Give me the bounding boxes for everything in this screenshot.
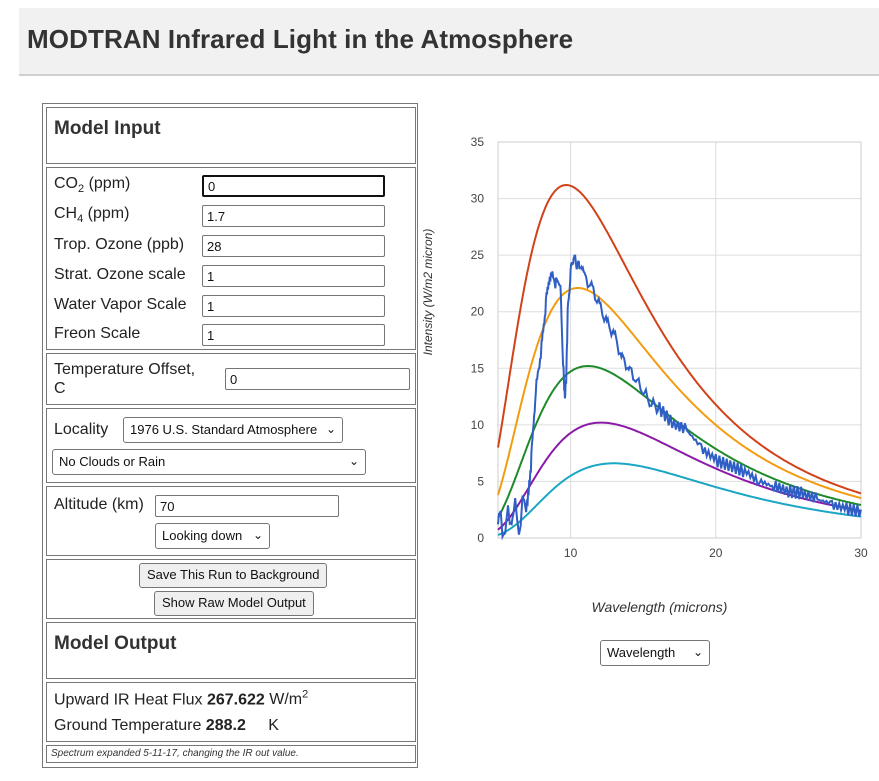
page-header: MODTRAN Infrared Light in the Atmosphere: [19, 8, 879, 76]
y-tick-label: 20: [471, 305, 485, 319]
model-input-header: Model Input: [46, 107, 416, 164]
gas-inputs-section: CO2 (ppm) CH4 (ppm) Trop. Ozone (ppb) St…: [46, 167, 416, 350]
spectrum-line: [497, 254, 862, 541]
freon-label: Freon Scale: [54, 325, 141, 342]
reference-curve-5: [497, 462, 862, 536]
locality-select-value: 1976 U.S. Standard Atmosphere: [130, 422, 318, 437]
locality-section: Locality 1976 U.S. Standard Atmosphere ⌄…: [46, 408, 416, 483]
footnote: Spectrum expanded 5-11-17, changing the …: [51, 748, 299, 759]
temperature-label: Temperature Offset, C: [54, 361, 196, 397]
save-run-button[interactable]: Save This Run to Background: [139, 563, 328, 588]
y-tick-label: 10: [471, 418, 485, 432]
trop-ozone-label: Trop. Ozone (ppb): [54, 236, 185, 253]
input-panel: Model Input CO2 (ppm) CH4 (ppm) Trop. Oz…: [42, 103, 418, 768]
chevron-down-icon: ⌄: [348, 454, 359, 468]
water-vapor-label: Water Vapor Scale: [54, 296, 187, 313]
x-axis-label: Wavelength (microns): [592, 599, 728, 615]
water-vapor-input[interactable]: [202, 295, 385, 317]
x-axis-select-value: Wavelength: [607, 645, 676, 660]
y-tick-label: 25: [471, 248, 485, 262]
reference-curve-4: [497, 421, 862, 531]
page-title: MODTRAN Infrared Light in the Atmosphere: [27, 24, 574, 54]
footnote-section: Spectrum expanded 5-11-17, changing the …: [46, 745, 416, 763]
strat-ozone-input[interactable]: [202, 265, 385, 287]
y-tick-label: 0: [477, 531, 484, 545]
direction-select[interactable]: Looking down ⌄: [155, 523, 270, 549]
clouds-select-value: No Clouds or Rain: [59, 454, 166, 469]
flux-value: 267.622: [206, 691, 265, 709]
spectrum-chart-svg: 0 5 10 15 20 25 30 35 10 20 30 Wavelength (microns)…: [421, 135, 868, 615]
ch4-label: CH4 (ppm): [54, 205, 130, 226]
chevron-down-icon: ⌄: [692, 645, 703, 659]
ground-temp-value: 288.2: [205, 717, 246, 734]
ground-temp-unit: K: [268, 717, 279, 734]
ch4-input[interactable]: [202, 205, 385, 227]
flux-row: Upward IR Heat Flux 267.622 W/m2: [54, 689, 308, 709]
y-tick-label: 5: [477, 474, 484, 488]
model-output-header: Model Output: [46, 622, 416, 679]
clouds-select[interactable]: No Clouds or Rain ⌄: [52, 449, 366, 475]
altitude-section: Altitude (km) Looking down ⌄: [46, 486, 416, 556]
output-values-section: Upward IR Heat Flux 267.622 W/m2 Ground …: [46, 682, 416, 742]
y-axis-label: Intensity (W/m2 micron): [421, 229, 435, 356]
flux-label: Upward IR Heat Flux: [54, 691, 203, 709]
y-tick-label: 30: [471, 192, 485, 206]
x-tick-label: 20: [709, 546, 723, 560]
trop-ozone-input[interactable]: [202, 235, 385, 257]
buttons-section: Save This Run to Background Show Raw Mod…: [46, 559, 416, 619]
plot-area: [497, 141, 862, 539]
flux-unit: W/m2: [269, 689, 309, 709]
y-tick-label: 15: [471, 361, 485, 375]
co2-input[interactable]: [202, 175, 385, 197]
locality-label: Locality: [54, 421, 109, 438]
freon-input[interactable]: [202, 324, 385, 346]
temperature-section: Temperature Offset, C: [46, 353, 416, 405]
altitude-input[interactable]: [155, 495, 339, 517]
ground-temp-label: Ground Temperature: [54, 717, 202, 734]
altitude-label: Altitude (km): [54, 496, 144, 513]
co2-label: CO2 (ppm): [54, 175, 131, 196]
locality-select[interactable]: 1976 U.S. Standard Atmosphere ⌄: [123, 417, 343, 443]
chevron-down-icon: ⌄: [252, 528, 263, 542]
direction-select-value: Looking down: [162, 528, 243, 543]
reference-curve-1: [497, 183, 862, 495]
ground-temp-row: Ground Temperature 288.2 K: [54, 717, 279, 735]
raw-output-button[interactable]: Show Raw Model Output: [154, 591, 314, 616]
model-input-title: Model Input: [54, 118, 161, 139]
x-tick-label: 10: [564, 546, 578, 560]
x-axis-select[interactable]: Wavelength ⌄: [600, 640, 710, 666]
y-tick-label: 35: [471, 135, 485, 149]
model-output-title: Model Output: [54, 633, 177, 654]
reference-curve-2: [497, 287, 862, 500]
temperature-offset-input[interactable]: [225, 368, 410, 390]
x-tick-label: 30: [854, 546, 868, 560]
spectrum-chart: 0 5 10 15 20 25 30 35 10 20 30 Wavelength (microns)…: [420, 120, 879, 630]
strat-ozone-label: Strat. Ozone scale: [54, 266, 186, 283]
chevron-down-icon: ⌄: [325, 422, 336, 436]
